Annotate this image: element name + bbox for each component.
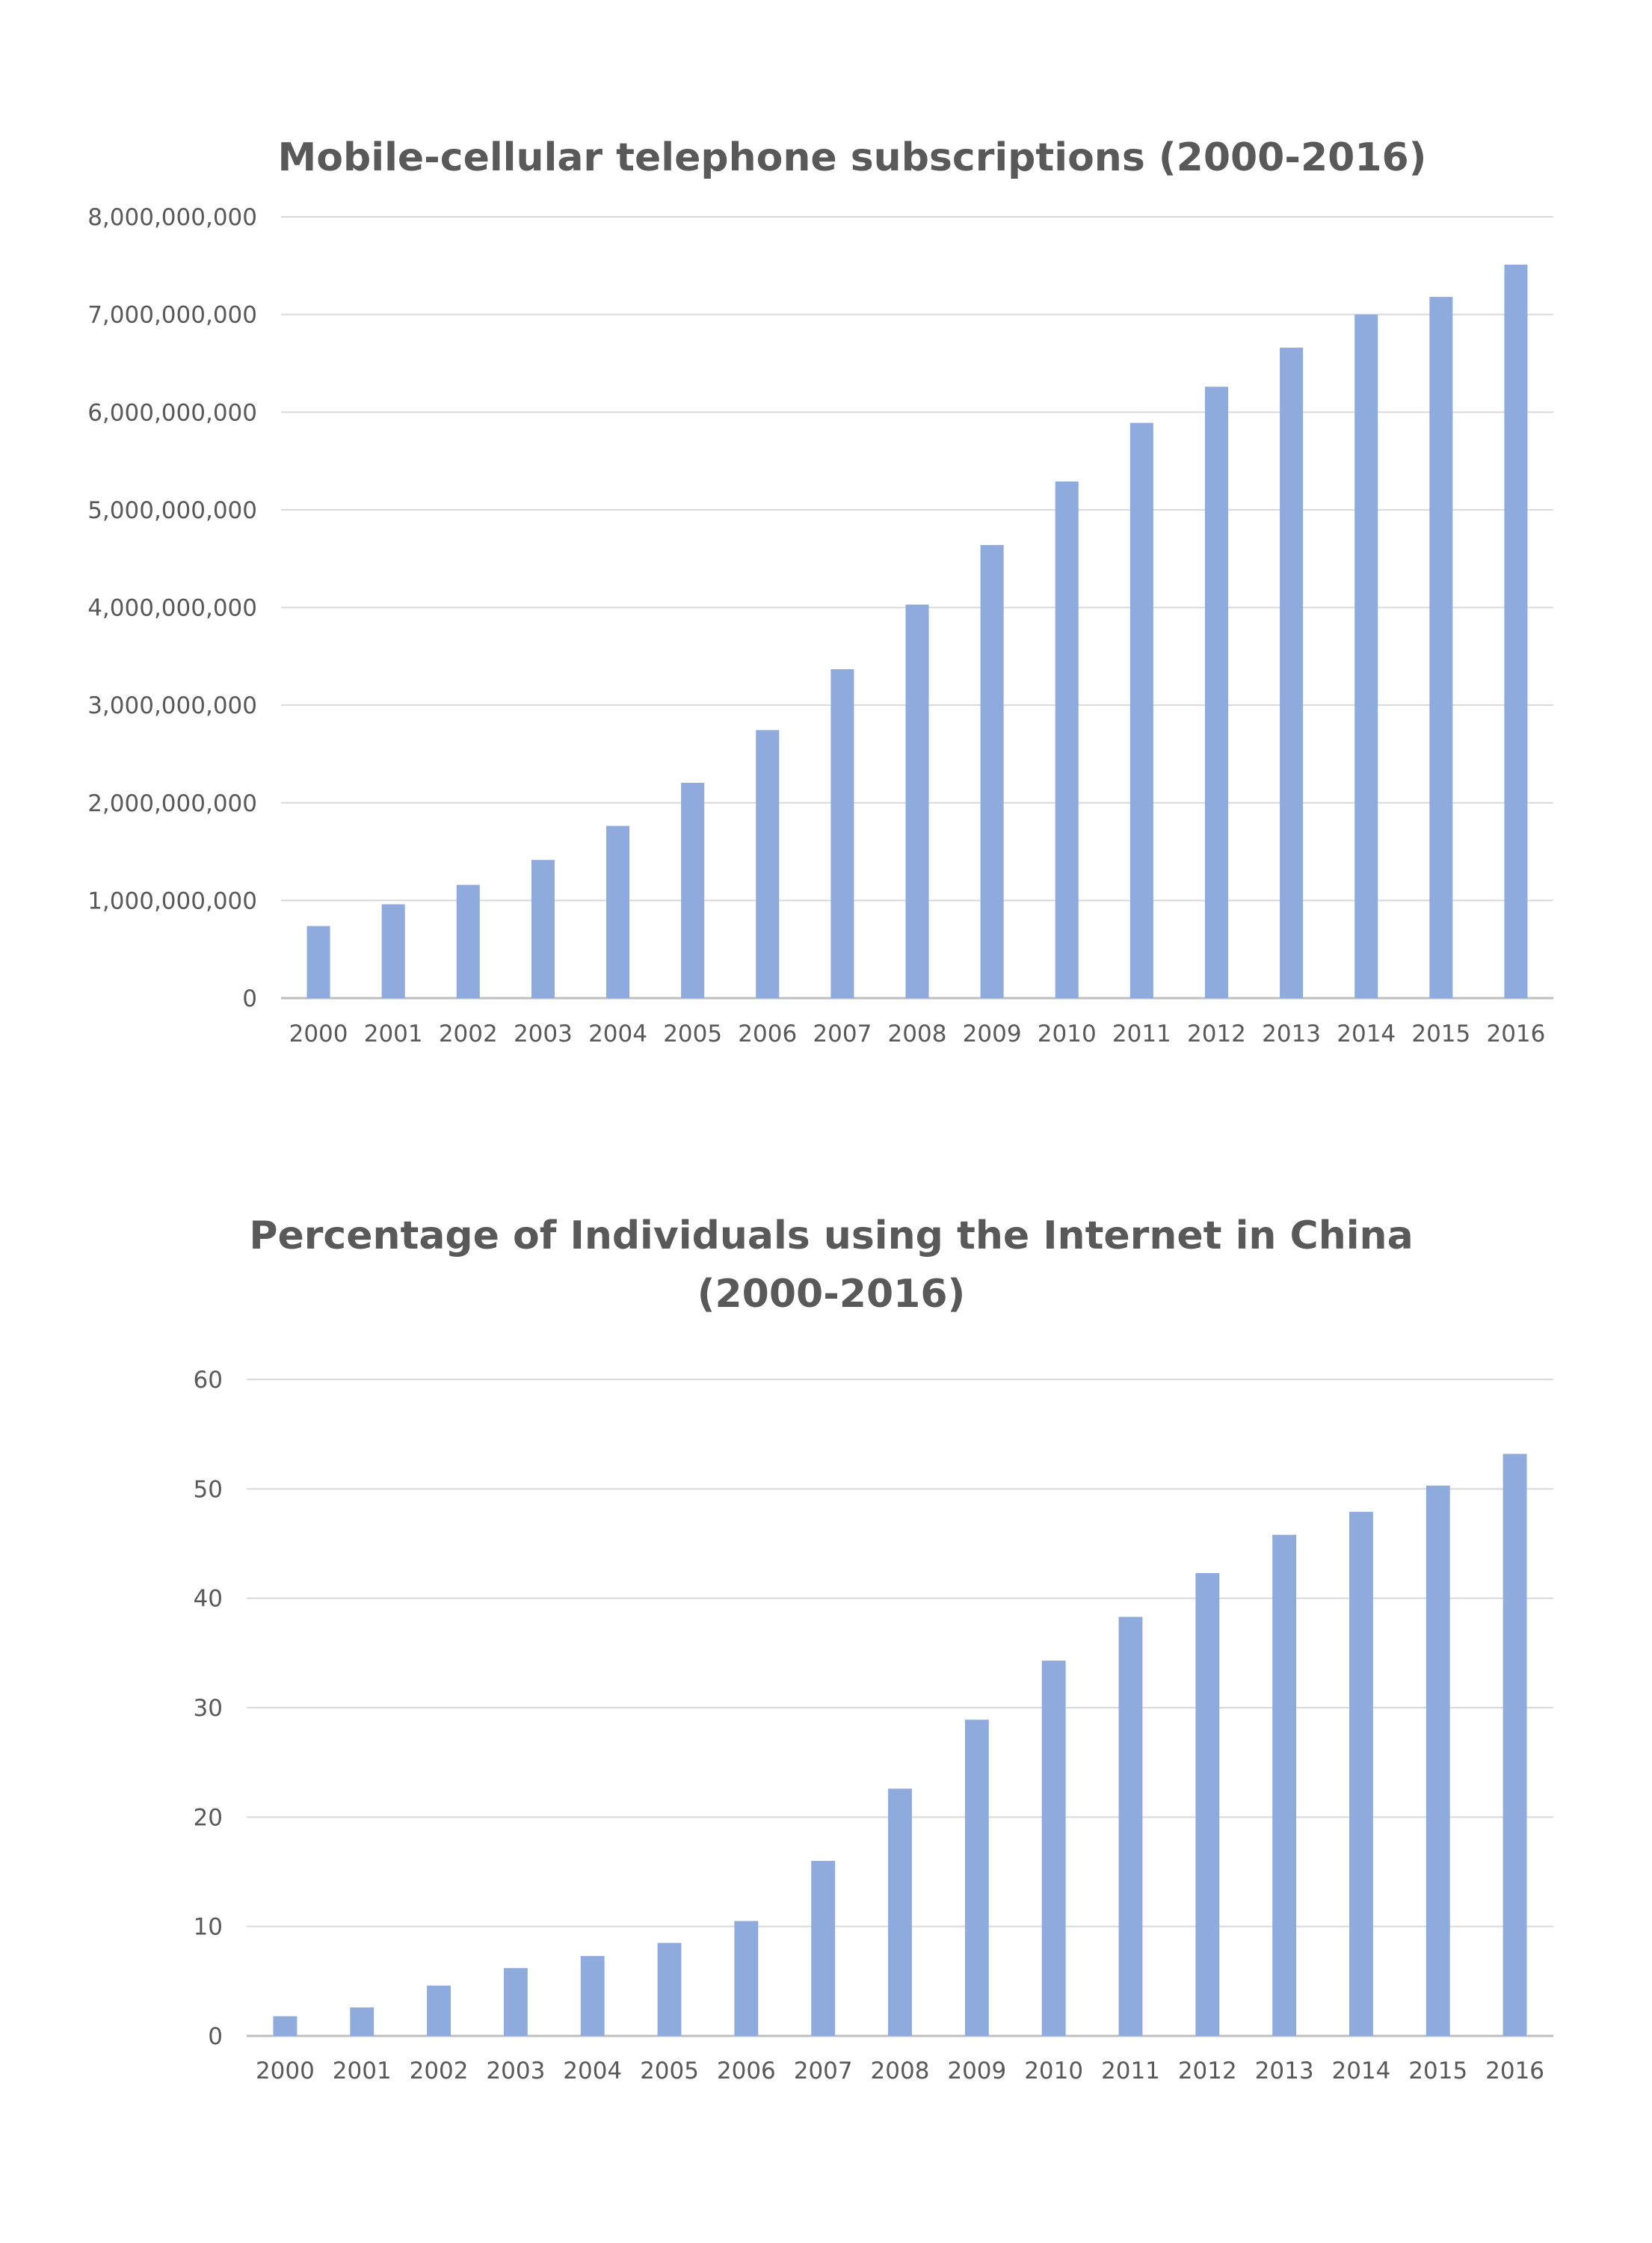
x-tick-label: 2011 [1101,2058,1160,2084]
x-tick-label: 2016 [1486,1021,1545,1047]
chart-title: Mobile-cellular telephone subscriptions … [278,135,1427,180]
bar-2001 [350,2007,375,2036]
x-tick-label: 2010 [1024,2058,1083,2084]
x-tick-label: 2015 [1408,2058,1467,2084]
bar-2008 [905,604,929,998]
x-tick-label: 2013 [1262,1021,1321,1047]
bar-2004 [580,1956,605,2036]
y-tick-label: 10 [194,1914,223,1941]
bar-2007 [830,669,854,998]
x-tick-label: 2011 [1112,1021,1171,1047]
x-tick-label: 2000 [289,1021,348,1047]
x-tick-label: 2001 [333,2058,392,2084]
bar-2002 [456,884,480,998]
bar-2003 [531,860,555,998]
y-tick-label: 4,000,000,000 [87,595,257,622]
x-tick-label: 2000 [256,2058,315,2084]
x-tick-label: 2015 [1411,1021,1470,1047]
x-tick-label: 2009 [947,2058,1006,2084]
x-tick-label: 2002 [439,1021,498,1047]
x-tick-label: 2004 [563,2058,622,2084]
y-tick-label: 8,000,000,000 [87,204,257,231]
bar-2003 [503,1968,528,2036]
bar-2008 [888,1788,912,2036]
x-tick-label: 2001 [364,1021,423,1047]
x-tick-label: 2006 [738,1021,797,1047]
bar-2012 [1195,1573,1220,2036]
bar-2016 [1502,1453,1527,2036]
x-tick-label: 2012 [1178,2058,1237,2084]
x-tick-label: 2008 [871,2058,930,2084]
x-tick-label: 2016 [1485,2058,1544,2084]
mobile-subscriptions-chart: Mobile-cellular telephone subscriptions … [87,135,1553,1047]
chart-title-line-2: (2000-2016) [697,1272,966,1317]
y-tick-label: 3,000,000,000 [87,692,257,719]
x-tick-label: 2005 [663,1021,722,1047]
x-tick-label: 2013 [1255,2058,1314,2084]
x-tick-label: 2014 [1337,1021,1396,1047]
bar-2011 [1118,1616,1143,2036]
bar-2005 [681,782,705,998]
y-tick-label: 60 [194,1367,223,1394]
bar-2000 [306,926,330,998]
y-tick-label: 7,000,000,000 [87,302,257,329]
x-tick-label: 2009 [963,1021,1022,1047]
y-tick-label: 20 [194,1804,223,1831]
y-tick-label: 0 [208,2023,223,2050]
bar-2002 [427,1985,451,2036]
x-tick-label: 2002 [410,2058,469,2084]
y-tick-label: 5,000,000,000 [87,497,257,524]
x-tick-label: 2006 [717,2058,776,2084]
bar-2004 [606,825,630,998]
y-tick-label: 1,000,000,000 [87,887,257,914]
bar-2010 [1055,481,1079,998]
x-tick-label: 2005 [640,2058,699,2084]
bar-2010 [1041,1661,1066,2036]
chart-title-line-1: Percentage of Individuals using the Inte… [249,1213,1413,1258]
bar-2007 [811,1860,836,2036]
bar-2005 [657,1942,682,2036]
y-tick-label: 2,000,000,000 [87,790,257,817]
x-tick-label: 2008 [888,1021,947,1047]
bar-2016 [1504,265,1528,999]
x-tick-label: 2004 [588,1021,647,1047]
bar-2011 [1129,422,1153,998]
x-tick-label: 2007 [813,1021,872,1047]
bar-2000 [273,2016,298,2036]
bar-2012 [1204,387,1228,998]
bar-2006 [734,1921,759,2036]
bar-2013 [1280,348,1304,999]
y-tick-label: 30 [194,1695,223,1722]
x-tick-label: 2012 [1187,1021,1246,1047]
x-tick-label: 2010 [1038,1021,1097,1047]
x-tick-label: 2003 [514,1021,573,1047]
x-tick-label: 2007 [794,2058,853,2084]
y-tick-label: 6,000,000,000 [87,399,257,426]
bar-2009 [980,544,1004,998]
bar-2015 [1429,297,1453,998]
internet-usage-china-chart: Percentage of Individuals using the Inte… [194,1213,1553,2084]
x-tick-label: 2003 [486,2058,545,2084]
bar-2014 [1354,314,1378,998]
y-tick-label: 0 [242,985,257,1012]
bar-2006 [756,730,780,998]
y-tick-label: 50 [194,1476,223,1503]
y-tick-label: 40 [194,1586,223,1613]
bar-2015 [1426,1485,1450,2036]
x-tick-label: 2014 [1331,2058,1390,2084]
bar-2001 [381,904,405,998]
bar-2014 [1349,1512,1373,2036]
bar-2013 [1272,1534,1297,2036]
bar-2009 [964,1720,989,2036]
